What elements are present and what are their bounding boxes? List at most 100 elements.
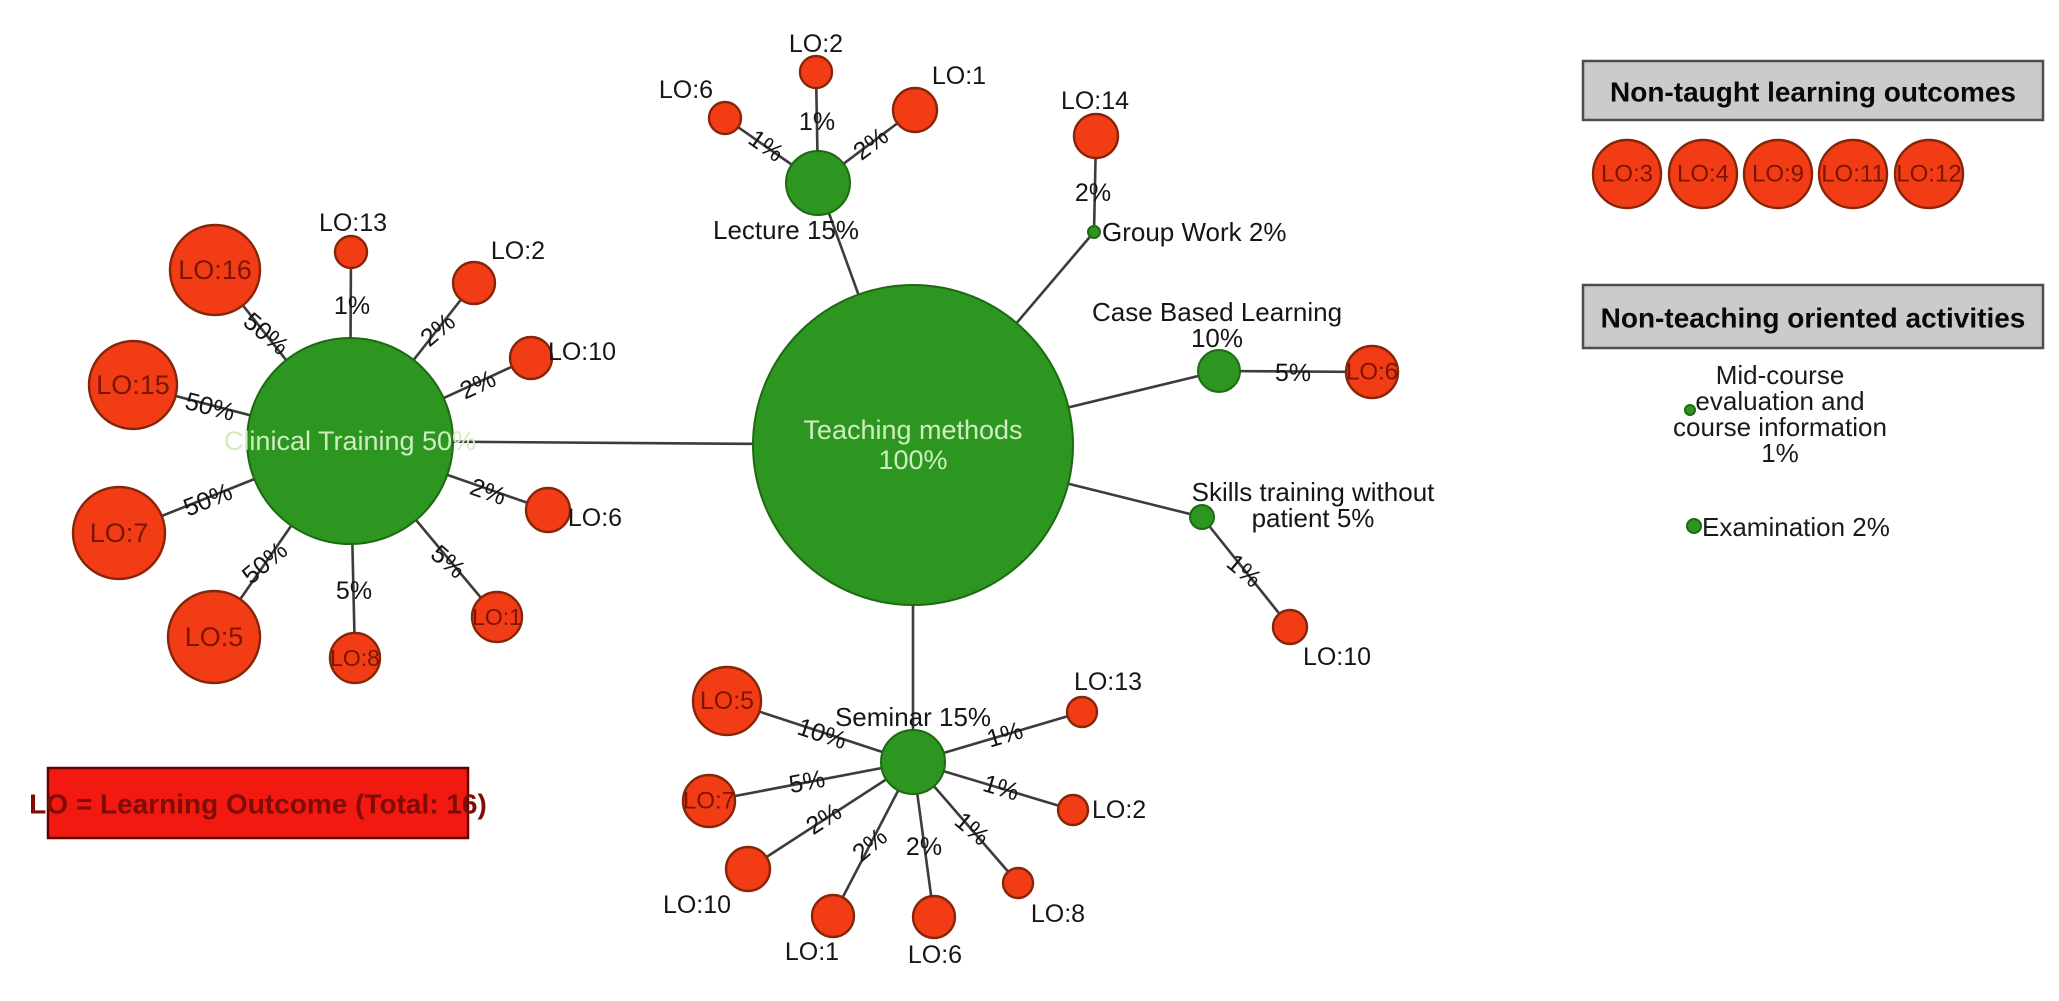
edge-label-clinical-cl-lo6: 2% [466, 473, 509, 511]
node-label-nt-lo4: LO:4 [1677, 161, 1729, 188]
node-label-gw-lo14: LO:14 [1061, 87, 1129, 115]
legend-box [46, 766, 470, 840]
node-nt-lo9 [1742, 138, 1814, 210]
node-cl-lo5 [166, 589, 262, 685]
node-label-cl-lo2: LO:2 [491, 237, 545, 265]
node-cl-lo7 [71, 485, 167, 581]
examination-label: Examination 2% [1702, 512, 1890, 542]
node-se-lo6 [911, 894, 957, 940]
non-taught-header-box [1581, 59, 2045, 122]
node-cl-lo10 [508, 335, 554, 381]
midcourse-line-1: Mid-course [1716, 360, 1845, 390]
node-teaching [752, 284, 1074, 606]
node-cl-lo2 [451, 260, 497, 306]
node-label-skills-1: patient 5% [1252, 503, 1375, 533]
node-cbl-lo6 [1344, 344, 1400, 400]
node-label-lec-lo1: LO:1 [932, 62, 986, 90]
node-label-cl-lo5: LO:5 [185, 622, 244, 652]
node-gw-lo14 [1072, 112, 1120, 160]
non-teaching-title: Non-teaching oriented activities [1601, 303, 2026, 334]
node-label-clinical: Clinical Training 50% [224, 426, 476, 456]
node-label-teaching-0: Teaching methods [803, 415, 1022, 445]
labels-layer: 1%1% 2%2%5%1%50%1%2%2%50%50%50%5%5%2%10%5… [90, 30, 1962, 969]
node-cl-lo8 [328, 631, 382, 685]
node-label-nt-lo11: LO:11 [1821, 161, 1885, 188]
node-label-cl-lo13: LO:13 [319, 209, 387, 237]
edge-label-clinical-cl-lo7: 50% [180, 478, 237, 523]
node-label-seminar: Seminar 15% [835, 702, 991, 732]
midcourse-line-4: 1% [1761, 438, 1799, 468]
node-cl-lo1 [470, 590, 524, 644]
edge-label-seminar-se-lo1: 2% [847, 823, 893, 868]
node-se-lo1 [810, 893, 856, 939]
node-label-cbl-lo6: LO:6 [1346, 359, 1398, 386]
node-seminar [880, 729, 946, 795]
node-label-se-lo10: LO:10 [663, 891, 731, 919]
node-label-se-lo1: LO:1 [785, 938, 839, 966]
edge-label-seminar-se-lo7: 5% [787, 765, 828, 799]
examination-dot [1686, 518, 1702, 534]
node-cl-lo15 [87, 339, 179, 431]
node-se-lo2 [1056, 793, 1090, 827]
node-cl-lo16 [168, 223, 262, 317]
node-nt-lo11 [1817, 138, 1889, 210]
midcourse-line-2: evaluation and [1695, 386, 1864, 416]
panel-non-teaching: Non-teaching oriented activities Mid-cou… [1581, 283, 2045, 542]
node-nt-lo4 [1667, 138, 1739, 210]
nodes-layer [71, 54, 1965, 940]
edge-label-lecture-lec-lo1: 2% [848, 122, 894, 166]
node-label-skills-0: Skills training without [1192, 477, 1436, 507]
node-cbl [1197, 349, 1241, 393]
node-cl-lo6 [524, 486, 572, 534]
node-label-lecture: Lecture 15% [713, 215, 859, 245]
edge-label-clinical-cl-lo15: 50% [182, 387, 237, 427]
edge-label-clinical-cl-lo8: 5% [336, 577, 372, 605]
edge-label-seminar-se-lo6: 2% [906, 833, 942, 861]
node-lec-lo6 [707, 100, 743, 136]
node-sk-lo10 [1271, 608, 1309, 646]
edge-label-lecture-lec-lo2: 1% [799, 108, 835, 136]
node-label-cl-lo16: LO:16 [178, 255, 252, 285]
node-label-cbl-1: 10% [1191, 323, 1243, 353]
node-label-lec-lo2: LO:2 [789, 30, 843, 58]
node-label-se-lo6: LO:6 [908, 941, 962, 969]
edge-label-clinical-cl-lo16: 50% [238, 307, 294, 361]
node-label-lec-lo6: LO:6 [659, 76, 713, 104]
edge-skills-sk-lo10 [1200, 516, 1292, 628]
node-label-se-lo7: LO:7 [683, 788, 735, 815]
edge-label-skills-sk-lo10: 1% [1221, 549, 1267, 594]
node-cl-lo13 [333, 234, 369, 270]
midcourse-dot [1684, 404, 1696, 416]
node-se-lo7 [681, 773, 737, 829]
node-label-nt-lo9: LO:9 [1752, 161, 1804, 188]
edge-label-clinical-cl-lo13: 1% [334, 292, 370, 320]
node-label-teaching-1: 100% [878, 445, 947, 475]
node-label-cl-lo7: LO:7 [90, 518, 149, 548]
node-label-cbl-0: Case Based Learning [1092, 297, 1342, 327]
node-label-cl-lo6: LO:6 [568, 504, 622, 532]
node-se-lo13 [1065, 695, 1099, 729]
node-se-lo10 [724, 845, 772, 893]
node-nt-lo12 [1893, 138, 1965, 210]
node-se-lo8 [1001, 866, 1035, 900]
node-lec-lo2 [798, 54, 834, 90]
legend: LO = Learning Outcome (Total: 16) [29, 766, 487, 840]
node-clinical [246, 337, 454, 545]
non-teaching-header-box [1581, 283, 2045, 350]
edge-label-seminar-se-lo2: 1% [980, 769, 1023, 806]
edge-label-clinical-cl-lo5: 50% [237, 536, 293, 590]
node-label-nt-lo3: LO:3 [1601, 161, 1653, 188]
edge-label-groupwork-gw-lo14: 2% [1075, 179, 1111, 207]
node-groupwork [1087, 225, 1101, 239]
edge-label-seminar-se-lo10: 2% [801, 797, 847, 840]
non-taught-title: Non-taught learning outcomes [1610, 77, 2016, 108]
node-label-se-lo2: LO:2 [1092, 796, 1146, 824]
edge-label-clinical-cl-lo10: 2% [456, 365, 501, 406]
node-label-cl-lo1: LO:1 [472, 604, 522, 630]
node-se-lo5 [691, 665, 763, 737]
edge-label-lecture-lec-lo6: 1% [743, 124, 789, 168]
node-label-se-lo13: LO:13 [1074, 668, 1142, 696]
node-label-se-lo8: LO:8 [1031, 900, 1085, 928]
